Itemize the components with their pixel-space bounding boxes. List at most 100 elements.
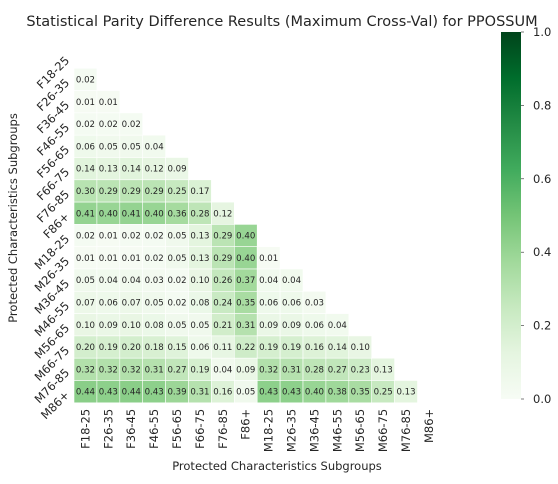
cell-value-label: 0.06 xyxy=(282,298,301,308)
cell-value-label: 0.19 xyxy=(282,343,301,353)
chart-title: Statistical Parity Difference Results (M… xyxy=(26,14,537,30)
cell-value-label: 0.37 xyxy=(236,276,255,286)
x-tick-label: M76-85 xyxy=(399,409,413,452)
cell-value-label: 0.10 xyxy=(351,343,370,353)
cell-value-label: 0.06 xyxy=(99,298,118,308)
cell-value-label: 0.02 xyxy=(167,298,186,308)
x-tick-label: M36-45 xyxy=(307,409,321,452)
x-tick-label: M86+ xyxy=(422,409,436,443)
colorbar-tick-label: 1.0 xyxy=(533,25,551,39)
cell-value-label: 0.13 xyxy=(396,388,415,398)
cell-value-label: 0.29 xyxy=(99,187,118,197)
cell-value-label: 0.02 xyxy=(76,232,95,242)
cell-value-label: 0.12 xyxy=(213,209,232,219)
cell-value-label: 0.02 xyxy=(76,120,95,130)
cell-value-label: 0.26 xyxy=(213,276,232,286)
cell-value-label: 0.02 xyxy=(167,276,186,286)
cell-value-label: 0.04 xyxy=(213,365,232,375)
colorbar-gradient xyxy=(501,32,521,399)
x-tick-label: M18-25 xyxy=(262,409,276,452)
cell-value-label: 0.19 xyxy=(99,343,118,353)
cell-value-label: 0.01 xyxy=(99,254,118,264)
y-axis-label: Protected Characteristics Subgroups xyxy=(6,113,20,323)
cell-value-label: 0.31 xyxy=(190,388,209,398)
cell-value-label: 0.24 xyxy=(213,298,232,308)
cell-value-label: 0.13 xyxy=(374,365,393,375)
cell-value-label: 0.01 xyxy=(99,98,118,108)
cell-value-label: 0.40 xyxy=(305,388,324,398)
cell-value-label: 0.13 xyxy=(190,254,209,264)
cell-value-label: 0.04 xyxy=(328,321,347,331)
cell-value-label: 0.29 xyxy=(122,187,141,197)
cell-value-label: 0.02 xyxy=(76,75,95,85)
cell-value-label: 0.20 xyxy=(76,343,95,353)
cell-value-label: 0.43 xyxy=(99,388,118,398)
cell-value-label: 0.32 xyxy=(76,365,95,375)
cell-value-label: 0.14 xyxy=(76,165,95,175)
cell-value-label: 0.32 xyxy=(99,365,118,375)
cell-value-label: 0.41 xyxy=(76,209,95,219)
cell-value-label: 0.36 xyxy=(167,209,186,219)
cell-value-label: 0.15 xyxy=(167,343,186,353)
x-tick-labels: F18-25 F26-35 F36-45 F46-55 F56-65 F66-75 F76-… xyxy=(78,409,436,452)
cell-value-label: 0.02 xyxy=(122,232,141,242)
cell-value-label: 0.17 xyxy=(190,187,209,197)
cell-value-label: 0.01 xyxy=(99,232,118,242)
cell-value-label: 0.06 xyxy=(190,343,209,353)
cell-value-label: 0.05 xyxy=(167,232,186,242)
cell-value-label: 0.16 xyxy=(305,343,324,353)
cell-value-label: 0.13 xyxy=(190,232,209,242)
cell-value-label: 0.25 xyxy=(374,388,393,398)
cell-value-label: 0.05 xyxy=(236,388,255,398)
cell-value-label: 0.32 xyxy=(122,365,141,375)
cell-value-label: 0.31 xyxy=(282,365,301,375)
colorbar-tick-label: 0.2 xyxy=(533,319,551,333)
cell-value-label: 0.07 xyxy=(122,298,141,308)
y-tick-labels: F18-25F26-35F36-45F46-55F56-65F66-75F76-… xyxy=(32,53,74,422)
cell-value-label: 0.04 xyxy=(145,142,164,152)
x-tick-label: M46-55 xyxy=(330,409,344,452)
cell-value-label: 0.19 xyxy=(259,343,278,353)
cell-value-label: 0.05 xyxy=(99,142,118,152)
x-tick-label: M66-75 xyxy=(376,409,390,452)
cell-value-label: 0.05 xyxy=(167,321,186,331)
cell-value-label: 0.43 xyxy=(282,388,301,398)
cell-value-label: 0.11 xyxy=(213,343,232,353)
cell-value-label: 0.09 xyxy=(236,365,255,375)
x-axis-label: Protected Characteristics Subgroups xyxy=(172,459,382,473)
cell-value-label: 0.27 xyxy=(167,365,186,375)
cell-value-label: 0.40 xyxy=(145,209,164,219)
cell-value-label: 0.01 xyxy=(122,254,141,264)
cell-value-label: 0.29 xyxy=(213,254,232,264)
cell-value-label: 0.05 xyxy=(122,142,141,152)
cell-value-label: 0.04 xyxy=(122,276,141,286)
colorbar-tick-label: 0.4 xyxy=(533,245,551,259)
cell-value-label: 0.29 xyxy=(145,187,164,197)
cell-value-label: 0.01 xyxy=(259,254,278,264)
cell-value-label: 0.02 xyxy=(145,232,164,242)
cell-value-label: 0.06 xyxy=(76,142,95,152)
colorbar-tick-label: 0.8 xyxy=(533,98,551,112)
cell-value-label: 0.02 xyxy=(99,120,118,130)
heatmap-cells: 0.02 0.01 0.01 0.02 0.02 0.02 0.06 0.05 0.05 0.04… xyxy=(73,68,418,404)
cell-value-label: 0.05 xyxy=(145,298,164,308)
cell-value-label: 0.05 xyxy=(76,276,95,286)
cell-value-label: 0.20 xyxy=(122,343,141,353)
cell-value-label: 0.12 xyxy=(145,165,164,175)
cell-value-label: 0.41 xyxy=(122,209,141,219)
cell-value-label: 0.21 xyxy=(213,321,232,331)
cell-value-label: 0.31 xyxy=(145,365,164,375)
cell-value-label: 0.09 xyxy=(167,165,186,175)
colorbar-tick-label: 0.6 xyxy=(533,172,551,186)
colorbar: 0.0 0.2 0.4 0.6 0.8 1.0 xyxy=(501,25,551,406)
cell-value-label: 0.02 xyxy=(145,254,164,264)
cell-value-label: 0.07 xyxy=(76,298,95,308)
cell-value-label: 0.30 xyxy=(76,187,95,197)
cell-value-label: 0.09 xyxy=(259,321,278,331)
cell-value-label: 0.02 xyxy=(122,120,141,130)
cell-value-label: 0.27 xyxy=(328,365,347,375)
cell-value-label: 0.03 xyxy=(305,298,324,308)
cell-value-label: 0.01 xyxy=(76,98,95,108)
cell-value-label: 0.08 xyxy=(145,321,164,331)
